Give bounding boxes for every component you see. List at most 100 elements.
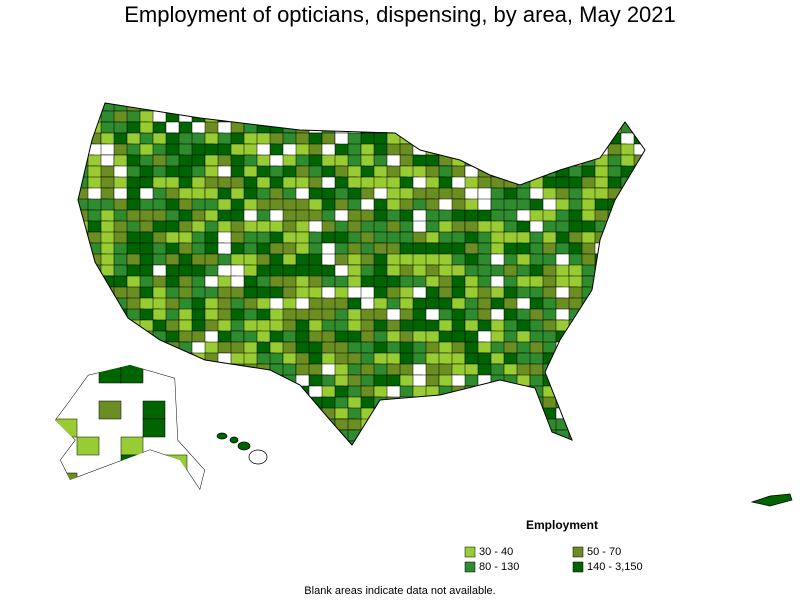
map-area xyxy=(399,429,422,444)
map-area xyxy=(477,385,495,402)
map-area xyxy=(581,264,603,277)
map-area xyxy=(581,330,604,344)
map-area xyxy=(425,374,440,387)
map-area xyxy=(100,154,115,167)
map-area xyxy=(191,385,211,399)
map-area xyxy=(633,396,645,412)
map-area xyxy=(633,374,645,391)
map-area xyxy=(295,440,317,445)
map-area xyxy=(620,286,644,299)
map-area xyxy=(594,440,614,445)
map-area xyxy=(438,385,454,398)
map-area xyxy=(451,143,472,161)
map-area xyxy=(100,341,118,358)
map-area xyxy=(464,396,483,415)
map-area xyxy=(464,121,481,139)
map-area xyxy=(78,253,93,269)
map-area xyxy=(555,143,576,162)
map-area xyxy=(503,418,524,434)
map-area xyxy=(78,308,96,328)
map-area xyxy=(542,275,557,288)
map-area xyxy=(321,440,345,445)
map-area xyxy=(620,220,643,240)
map-area xyxy=(451,407,471,422)
map-area xyxy=(477,440,496,445)
footnote: Blank areas indicate data not available. xyxy=(304,585,495,597)
map-area xyxy=(555,352,575,365)
map-area xyxy=(243,374,263,390)
map-area xyxy=(516,396,537,415)
map-area xyxy=(243,407,263,427)
map-area xyxy=(542,132,558,152)
map-area xyxy=(438,407,454,421)
map-area xyxy=(256,341,271,354)
map-area xyxy=(607,341,625,361)
map-area xyxy=(633,286,645,302)
map-area xyxy=(78,110,95,124)
map-area xyxy=(633,187,645,203)
map-area xyxy=(607,385,630,402)
map-area xyxy=(243,110,260,126)
map-area xyxy=(607,374,630,389)
map-area xyxy=(464,374,479,393)
map-area xyxy=(191,429,211,443)
map-area xyxy=(438,429,455,443)
map-area xyxy=(581,429,605,444)
map-area xyxy=(142,418,166,438)
map-area xyxy=(516,440,531,445)
map-area xyxy=(230,110,246,124)
map-area xyxy=(490,143,506,160)
map-area xyxy=(451,385,471,405)
map-area xyxy=(620,264,635,283)
map-area xyxy=(490,396,509,413)
map-area xyxy=(477,110,498,128)
map-area xyxy=(581,440,599,445)
map-area xyxy=(542,103,557,112)
map-area xyxy=(308,308,324,321)
map-area xyxy=(633,209,645,228)
map-area xyxy=(412,396,432,414)
map-area xyxy=(360,103,379,113)
map-area xyxy=(217,440,232,445)
map-area xyxy=(451,418,471,438)
map-area xyxy=(256,407,272,421)
map-area xyxy=(503,396,520,411)
map-area xyxy=(360,429,378,445)
map-area xyxy=(399,110,420,128)
map-area xyxy=(647,309,661,325)
us-outline xyxy=(77,102,646,446)
map-area xyxy=(529,143,545,159)
map-area xyxy=(191,154,206,167)
map-area xyxy=(178,385,196,405)
map-area xyxy=(647,155,660,172)
map-area xyxy=(78,297,95,312)
map-area xyxy=(607,264,628,278)
map-area xyxy=(269,110,284,124)
map-area xyxy=(282,110,298,130)
map-area xyxy=(78,103,89,119)
map-area xyxy=(529,154,547,168)
map-area xyxy=(425,110,449,130)
map-area xyxy=(78,286,92,304)
map-area xyxy=(490,132,512,145)
map-area xyxy=(529,396,545,411)
map-area xyxy=(230,385,249,398)
map-area xyxy=(295,418,319,438)
map-area xyxy=(55,472,78,490)
map-area xyxy=(633,319,645,338)
map-area xyxy=(139,341,154,360)
map-area xyxy=(607,242,622,259)
map-area xyxy=(87,330,109,343)
map-area xyxy=(269,396,290,409)
map-area xyxy=(542,110,560,130)
map-area xyxy=(568,143,583,158)
map-area xyxy=(204,407,223,426)
map-area xyxy=(120,365,144,384)
map-area xyxy=(555,374,571,393)
map-area xyxy=(347,110,364,130)
map-area xyxy=(295,103,318,117)
map-area xyxy=(594,297,612,310)
map-area xyxy=(451,429,467,443)
map-area xyxy=(87,286,106,304)
map-area xyxy=(269,418,291,437)
